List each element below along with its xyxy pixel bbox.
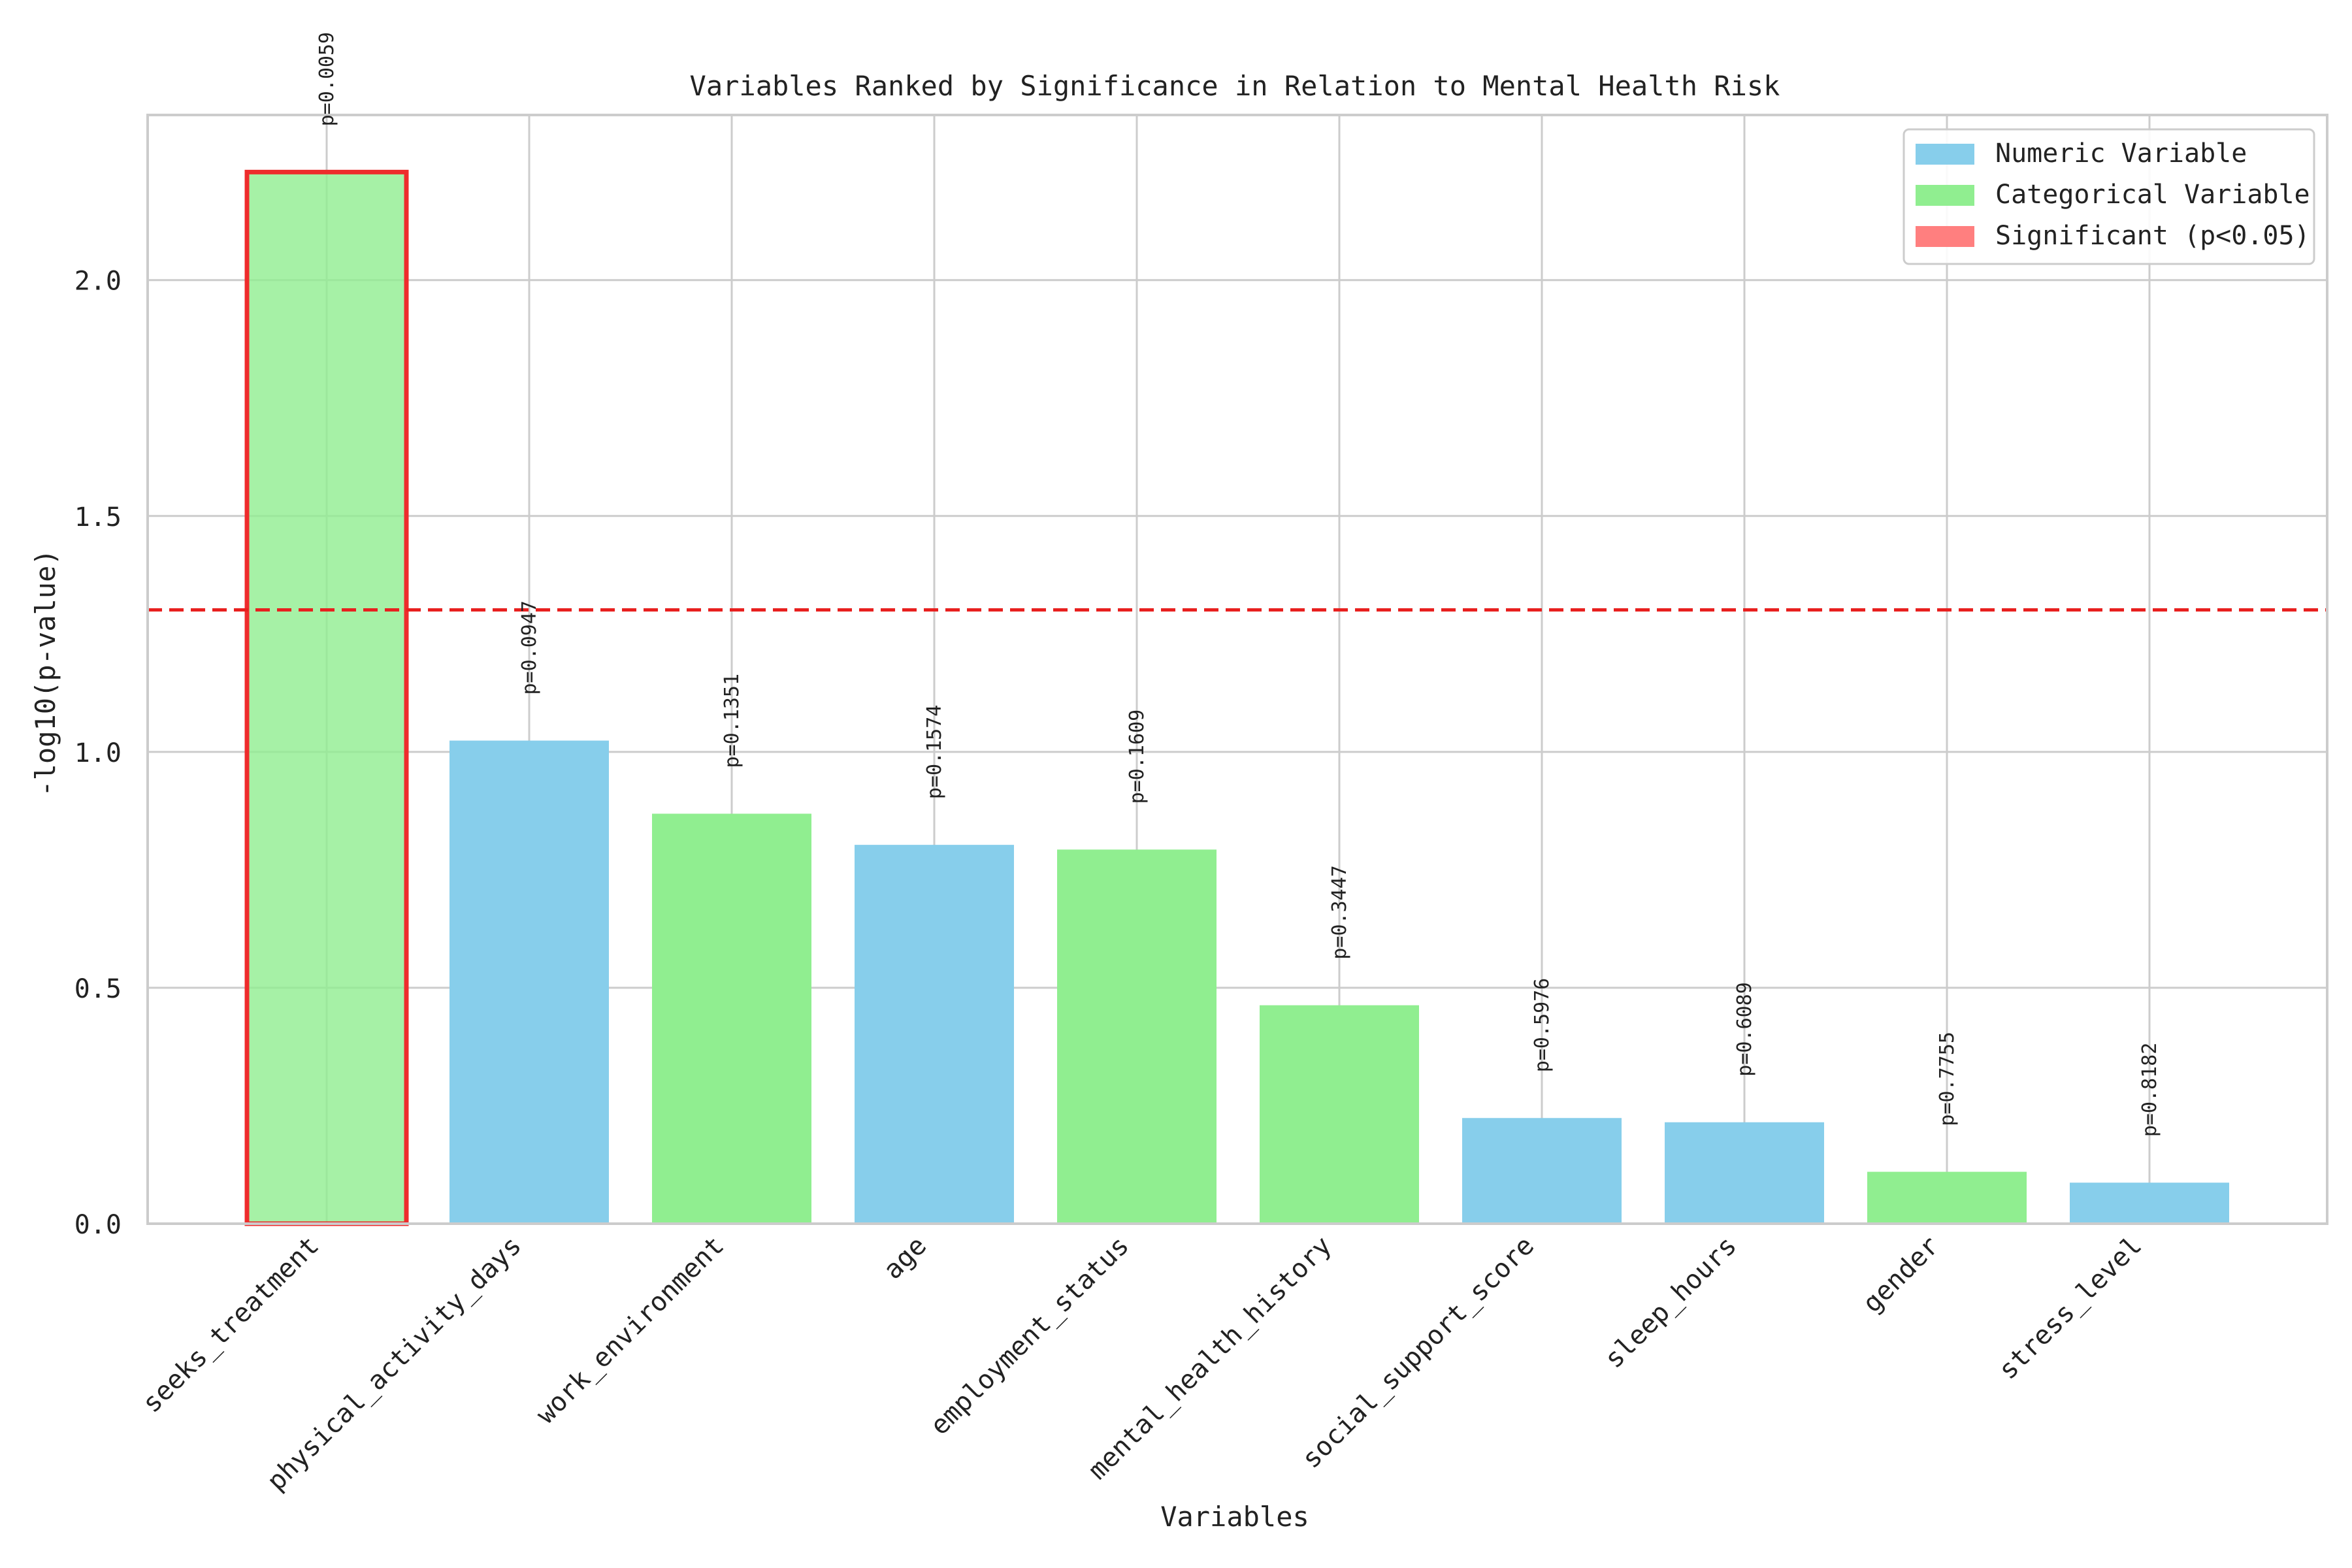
bar — [1260, 1005, 1419, 1224]
chart-title: Variables Ranked by Significance in Rela… — [690, 70, 1780, 102]
p-value-label: p=0.8182 — [2138, 1043, 2161, 1137]
p-value-label: p=0.7755 — [1936, 1032, 1959, 1126]
bar — [2070, 1183, 2229, 1224]
bar — [1057, 849, 1217, 1224]
legend-box — [1903, 128, 2315, 265]
legend-swatch — [1916, 226, 1974, 247]
y-tick-label: 0.5 — [74, 974, 122, 1004]
axes-frame — [146, 114, 2328, 1225]
p-value-label: p=0.0947 — [518, 600, 541, 695]
legend-swatch — [1916, 144, 1974, 165]
y-tick-label: 2.0 — [74, 267, 122, 297]
p-value-label: p=0.1351 — [721, 674, 743, 768]
p-value-label: p=0.0059 — [316, 32, 338, 127]
legend-swatch — [1916, 185, 1974, 206]
y-tick-label: 1.0 — [74, 738, 122, 768]
p-value-label: p=0.6089 — [1733, 982, 1756, 1077]
bar-labels: p=0.0059 p=0.0947 p=0.1351 p=0.1574 p=0.1609… — [316, 32, 2161, 1137]
y-axis-label: -log10(p-value) — [29, 549, 61, 796]
y-tick-label: 0.0 — [74, 1210, 122, 1240]
bar — [1665, 1122, 1824, 1224]
legend: Numeric Variable Categorical Variable Sign… — [1903, 128, 2315, 265]
y-tick-label: 1.5 — [74, 502, 122, 532]
bars — [244, 169, 2229, 1226]
bar — [449, 740, 609, 1224]
bar — [1867, 1171, 2027, 1224]
bar — [1462, 1118, 1622, 1224]
p-value-label: p=0.5976 — [1531, 978, 1554, 1073]
x-axis-label: Variables — [1160, 1501, 1309, 1533]
bar — [652, 813, 811, 1224]
bar — [244, 169, 409, 1226]
legend-label: Numeric Variable — [1995, 139, 2247, 169]
legend-label: Significant (p<0.05) — [1995, 221, 2310, 251]
plot-frame — [146, 114, 2328, 1225]
p-value-label: p=0.1609 — [1126, 710, 1149, 804]
legend-label: Categorical Variable — [1995, 180, 2310, 210]
p-value-label: p=0.1574 — [923, 705, 946, 800]
bar — [855, 845, 1014, 1224]
p-value-label: p=0.3447 — [1328, 865, 1351, 960]
